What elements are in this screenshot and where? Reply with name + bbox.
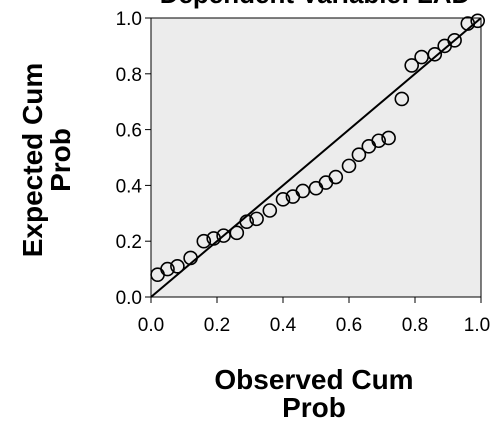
- data-point: [470, 13, 486, 29]
- x-tick-label: 0.0: [138, 315, 164, 336]
- x-tick-label: 0.6: [336, 315, 362, 336]
- y-tick-label: 0.0: [116, 288, 142, 309]
- y-tick-label: 0.8: [116, 65, 142, 86]
- y-axis-label: Expected Cum Prob: [17, 63, 76, 258]
- data-point: [170, 259, 185, 274]
- data-point: [239, 214, 254, 229]
- x-axis-ticks: 0.0 0.2 0.4 0.6 0.8 1.0: [138, 297, 490, 336]
- x-tick-label: 1.0: [464, 315, 490, 336]
- data-points: [150, 13, 486, 282]
- y-tick-label: 0.2: [116, 232, 142, 253]
- y-tick-label: 0.4: [116, 176, 143, 197]
- data-point: [381, 130, 396, 146]
- data-point: [394, 91, 410, 107]
- data-point: [404, 58, 420, 73]
- x-axis-label-line-2: Prob: [282, 392, 346, 423]
- data-point: [196, 233, 212, 249]
- x-tick-label: 0.8: [402, 315, 428, 336]
- y-axis-ticks: 0.0 0.2 0.4 0.6 0.8 1.0: [116, 9, 151, 309]
- y-axis-label-line-1: Expected Cum: [17, 63, 48, 258]
- data-point: [351, 147, 367, 163]
- data-point: [206, 231, 221, 246]
- data-point: [447, 33, 462, 48]
- x-tick-label: 0.4: [270, 315, 297, 336]
- reference-line: [150, 17, 482, 298]
- data-point: [160, 261, 175, 277]
- data-point: [328, 169, 344, 185]
- data-point: [275, 192, 291, 207]
- data-point: [341, 158, 357, 174]
- y-axis-label-line-2: Prob: [45, 128, 76, 192]
- x-axis-label-line-1: Observed Cum: [214, 364, 413, 395]
- data-point: [229, 225, 245, 241]
- chart-title: Dependent Variable: LAD: [160, 0, 471, 9]
- data-point: [427, 46, 443, 62]
- data-point: [183, 250, 198, 266]
- data-point: [249, 211, 264, 227]
- x-tick-label: 0.2: [204, 315, 230, 336]
- data-point: [262, 203, 278, 218]
- data-point: [371, 133, 387, 149]
- data-point: [460, 16, 476, 31]
- y-tick-label: 0.6: [116, 121, 142, 142]
- y-tick-label: 1.0: [116, 9, 142, 30]
